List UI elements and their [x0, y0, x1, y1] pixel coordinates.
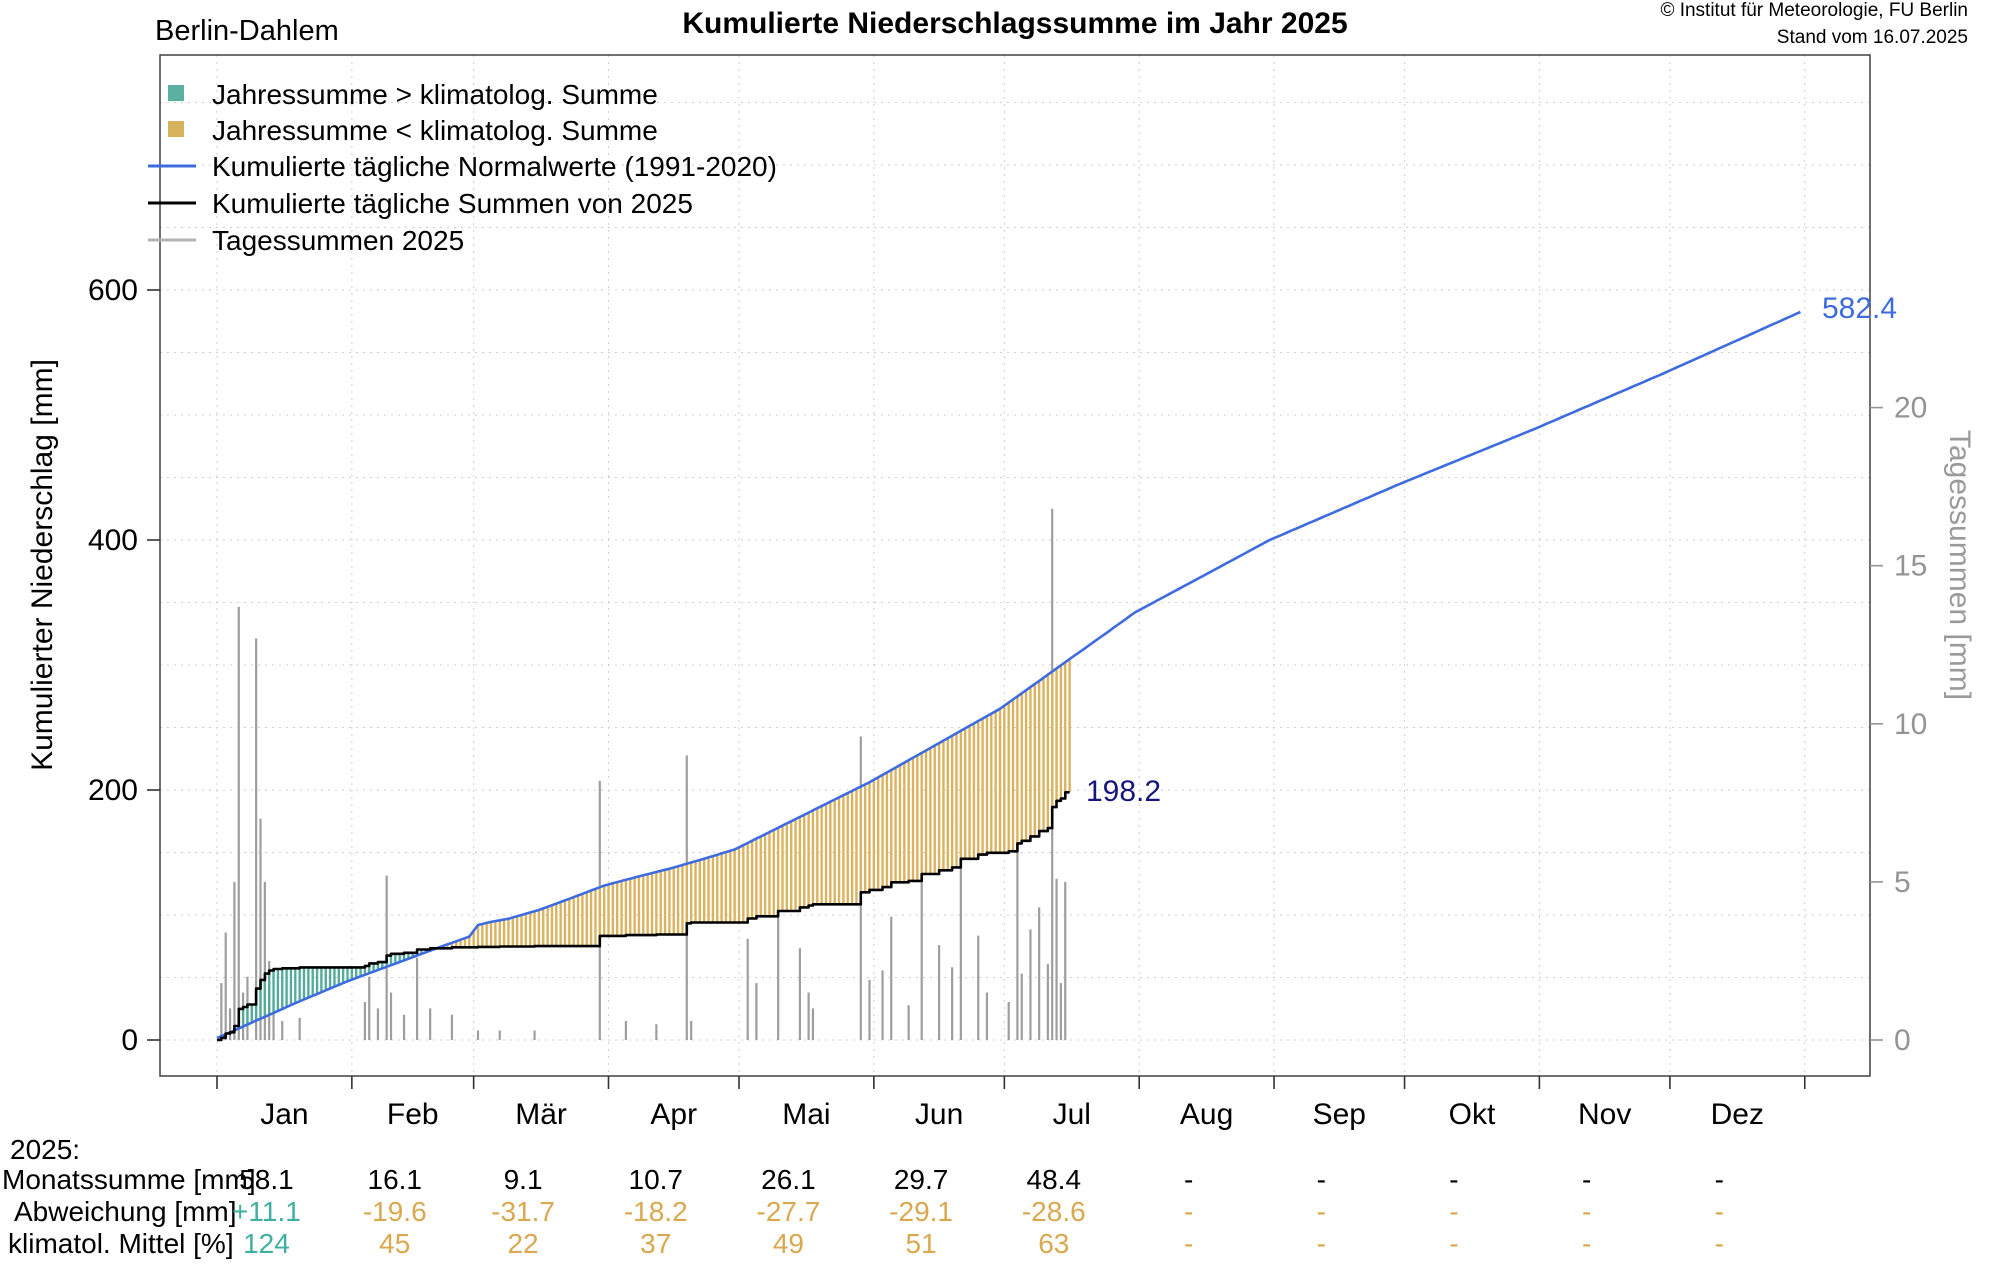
copyright-notice: © Institut für Meteorologie, FU Berlin	[1660, 0, 1968, 21]
month-label: Okt	[1449, 1098, 1496, 1131]
legend-label-daily-sums: Tagessummen 2025	[212, 225, 464, 256]
actual-total-label: 198.2	[1086, 775, 1161, 808]
month-label: Mai	[782, 1098, 830, 1131]
y-right-tick-label: 5	[1894, 866, 1911, 899]
month-label: Nov	[1578, 1098, 1631, 1131]
y-left-tick-label: 0	[121, 1024, 138, 1057]
station-name: Berlin-Dahlem	[155, 15, 339, 47]
month-label: Aug	[1180, 1098, 1233, 1131]
legend-swatch-above-normal	[168, 85, 184, 101]
month-label: Dez	[1711, 1098, 1764, 1131]
y-left-tick-label: 200	[88, 774, 138, 807]
actual-cumulative-line	[217, 791, 1070, 1042]
chart-title: Kumulierte Niederschlagssumme im Jahr 20…	[682, 7, 1347, 40]
month-label: Feb	[387, 1098, 439, 1131]
legend-label-above-normal: Jahressumme > klimatolog. Summe	[212, 79, 658, 110]
month-label: Apr	[650, 1098, 697, 1131]
y-right-tick-label: 15	[1894, 550, 1927, 583]
normals-cumulative-line	[216, 310, 1801, 1040]
y-right-tick-label: 0	[1894, 1024, 1911, 1057]
legend-label-below-normal: Jahressumme < klimatolog. Summe	[212, 115, 658, 146]
legend: Jahressumme > klimatolog. Summe Jahressu…	[148, 79, 777, 256]
legend-label-normals: Kumulierte tägliche Normalwerte (1991-20…	[212, 151, 777, 182]
y-right-tick-label: 10	[1894, 708, 1927, 741]
normals-total-label: 582.4	[1822, 292, 1897, 325]
data-status-date: Stand vom 16.07.2025	[1777, 27, 1968, 48]
month-label: Mär	[515, 1098, 567, 1131]
plot-area: 0 200 400 600 0 5 10 15 20 Jan Feb Mär Apr Mai Jun Jul A…	[88, 54, 1927, 1131]
month-label: Sep	[1313, 1098, 1366, 1131]
y-right-tick-label: 20	[1894, 392, 1927, 425]
y-left-tick-label: 400	[88, 524, 138, 557]
legend-swatch-below-normal	[168, 121, 184, 137]
month-label: Jul	[1053, 1098, 1091, 1131]
month-label: Jun	[915, 1098, 963, 1131]
legend-label-actual: Kumulierte tägliche Summen von 2025	[212, 188, 693, 219]
month-label: Jan	[260, 1098, 308, 1131]
y-axis-right-title: Tagessummen [mm]	[1943, 430, 1976, 700]
y-axis-left-title: Kumulierter Niederschlag [mm]	[26, 359, 59, 771]
y-left-tick-label: 600	[88, 274, 138, 307]
